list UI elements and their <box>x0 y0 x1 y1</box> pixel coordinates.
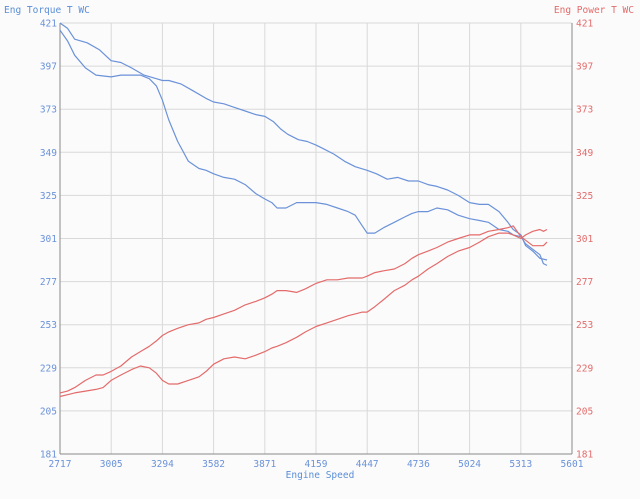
y-right-tick-label: 277 <box>576 277 593 288</box>
torque-line-2 <box>59 29 548 266</box>
y-right-tick-label: 205 <box>576 406 593 417</box>
y-left-tick-label: 181 <box>40 450 57 461</box>
y-right-tick-label: 181 <box>576 450 593 461</box>
x-tick-label: 3582 <box>202 459 225 470</box>
x-tick-label: 4447 <box>356 459 379 470</box>
x-tick-label: 3871 <box>253 459 276 470</box>
y-right-tick-label: 253 <box>576 320 593 331</box>
y-left-tick-label: 373 <box>40 105 57 116</box>
y-right-tick-label: 373 <box>576 105 593 116</box>
x-tick-label: 3294 <box>151 459 174 470</box>
torque-line-1 <box>59 22 548 261</box>
x-tick-label: 4159 <box>305 459 328 470</box>
right-axis-title: Eng Power T WC <box>553 5 634 16</box>
y-right-tick-label: 325 <box>576 191 593 202</box>
y-left-tick-label: 397 <box>40 62 57 73</box>
y-left-tick-label: 205 <box>40 406 57 417</box>
power-line-4 <box>59 228 548 398</box>
y-right-tick-label: 229 <box>576 363 593 374</box>
left-axis-title: Eng Torque T WC <box>4 5 90 16</box>
y-right-tick-label: 349 <box>576 148 593 159</box>
y-left-tick-label: 349 <box>40 148 57 159</box>
y-right-tick-label: 421 <box>576 19 593 30</box>
x-tick-label: 5601 <box>561 459 584 470</box>
y-left-tick-label: 253 <box>40 320 57 331</box>
y-left-tick-label: 301 <box>40 234 57 245</box>
y-right-tick-label: 397 <box>576 62 593 73</box>
power-line-3 <box>59 225 548 394</box>
y-right-tick-label: 301 <box>576 234 593 245</box>
x-tick-label: 2717 <box>49 459 72 470</box>
x-tick-label: 5313 <box>509 459 532 470</box>
x-tick-label: 5024 <box>458 459 481 470</box>
x-tick-label: 3005 <box>100 459 123 470</box>
y-left-tick-label: 325 <box>40 191 57 202</box>
y-left-tick-label: 421 <box>40 19 57 30</box>
y-left-tick-label: 229 <box>40 363 57 374</box>
x-axis-title: Engine Speed <box>285 470 355 481</box>
x-tick-label: 4736 <box>407 459 430 470</box>
y-left-tick-label: 277 <box>40 277 57 288</box>
